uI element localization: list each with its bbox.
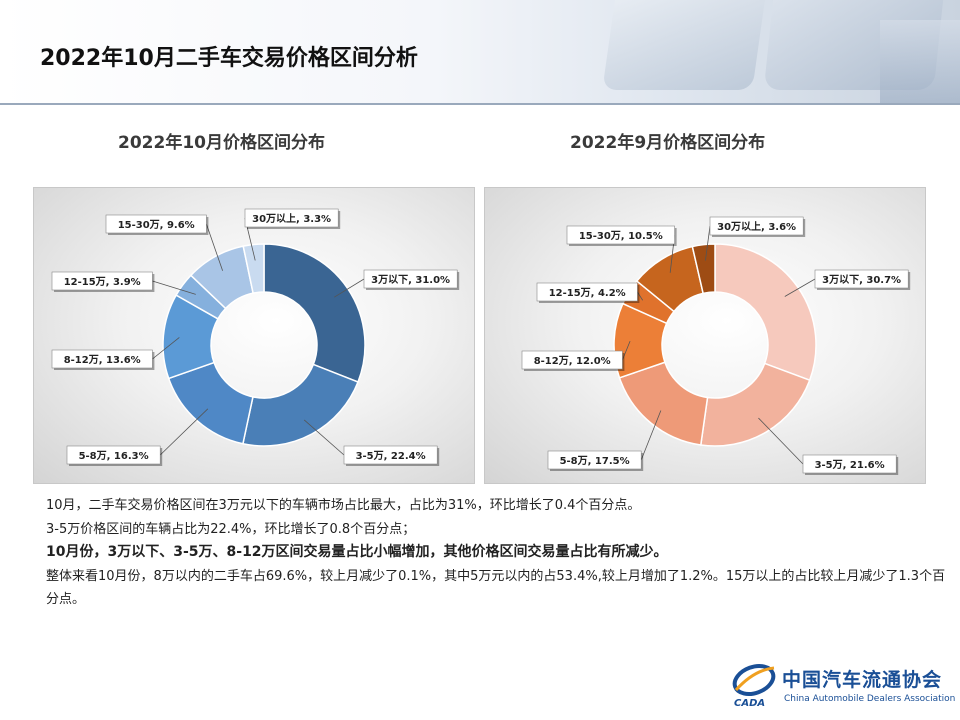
- data-label-box: [547, 450, 642, 470]
- leader-line: [334, 278, 365, 298]
- data-label: 12-15万, 4.2%: [549, 287, 626, 299]
- data-label-box: [343, 445, 438, 465]
- donut-slice: [618, 361, 709, 446]
- data-label-box: [363, 269, 458, 289]
- leader-line: [303, 419, 345, 456]
- data-label: 15-30万, 9.6%: [118, 219, 195, 231]
- analysis-line: 10月，二手车交易价格区间在3万元以下的车辆市场占比最大，占比为31%，环比增长…: [46, 498, 641, 513]
- chart-title-october: 2022年10月价格区间分布: [118, 133, 325, 153]
- leader-line: [784, 278, 816, 297]
- leader-line: [159, 408, 209, 456]
- analysis-line-bold: 10月份，3万以下、3-5万、8-12万区间交易量占比小幅增加，其他价格区间交易…: [46, 544, 668, 560]
- chart-panel-october: 3万以下, 31.0% 3-5万, 22.4% 5-8万, 16.3% 8-12万, …: [33, 187, 475, 484]
- header-decoration: [880, 20, 960, 105]
- chart-panel-september: 3万以下, 30.7% 3-5万, 21.6% 5-8万, 17.5% 8-12万, …: [484, 187, 926, 484]
- data-label: 30万以上, 3.3%: [252, 212, 331, 225]
- data-label-box: [709, 216, 804, 236]
- header-banner: [0, 0, 960, 105]
- leader-line: [622, 340, 631, 361]
- data-label: 5-8万, 16.3%: [79, 450, 149, 462]
- data-label-box: [51, 349, 153, 369]
- header-decoration: [602, 0, 768, 90]
- data-label: 12-15万, 3.9%: [64, 276, 141, 288]
- donut-slice: [242, 363, 359, 447]
- donut-slice: [242, 243, 265, 295]
- cada-logo-text: CADA: [734, 698, 765, 708]
- leader-line: [637, 291, 644, 301]
- leader-line: [206, 223, 223, 271]
- data-label-box: [105, 214, 207, 234]
- data-label-box: [802, 454, 897, 474]
- donut-chart-october: 3万以下, 31.0% 3-5万, 22.4% 5-8万, 16.3% 8-12万, …: [51, 208, 460, 466]
- data-label: 8-12万, 13.6%: [64, 354, 141, 366]
- data-label: 8-12万, 12.0%: [534, 355, 611, 367]
- cada-logo: CADA 中国汽车流通协会 China Automobile Dealers A…: [730, 660, 955, 710]
- data-label-box: [814, 269, 909, 289]
- data-label-box: [51, 271, 153, 291]
- header-divider: [0, 103, 960, 105]
- data-label-box: [566, 225, 675, 245]
- leader-line: [640, 410, 662, 461]
- page-title: 2022年10月二手车交易价格区间分析: [40, 46, 418, 71]
- leader-line: [758, 417, 804, 465]
- donut-chart-september: 3万以下, 30.7% 3-5万, 21.6% 5-8万, 17.5% 8-12万, …: [521, 216, 911, 475]
- analysis-line: 整体来看10月份，8万以内的二手车占69.6%，较上月减少了0.1%，其中5万元…: [46, 568, 946, 608]
- cada-logo-mark: CADA: [732, 663, 776, 708]
- chart-title-september: 2022年9月价格区间分布: [570, 133, 766, 153]
- data-label-box: [66, 445, 161, 465]
- data-label: 3-5万, 22.4%: [356, 450, 426, 462]
- data-label: 15-30万, 10.5%: [579, 230, 663, 242]
- leader-line: [152, 280, 196, 295]
- data-label: 3万以下, 30.7%: [822, 274, 901, 286]
- data-label-box: [244, 208, 339, 228]
- org-name-en: China Automobile Dealers Association: [784, 694, 956, 704]
- donut-slice: [691, 243, 716, 295]
- data-label-box: [536, 282, 638, 302]
- data-label: 5-8万, 17.5%: [560, 455, 630, 467]
- donut-slice: [714, 243, 817, 382]
- org-name-cn: 中国汽车流通协会: [782, 669, 943, 691]
- data-label: 3-5万, 21.6%: [815, 459, 885, 471]
- data-label: 30万以上, 3.6%: [717, 220, 796, 233]
- leader-line: [152, 337, 180, 360]
- data-label-box: [521, 350, 623, 370]
- donut-slice: [263, 243, 366, 383]
- analysis-line: 3-5万价格区间的车辆占比为22.4%，环比增长了0.8个百分点；: [46, 521, 416, 537]
- leader-line: [705, 225, 711, 261]
- analysis-text: 10月，二手车交易价格区间在3万元以下的车辆市场占比最大，占比为31%，环比增长…: [46, 494, 946, 612]
- donut-slice: [699, 362, 811, 447]
- data-label: 3万以下, 31.0%: [371, 274, 450, 286]
